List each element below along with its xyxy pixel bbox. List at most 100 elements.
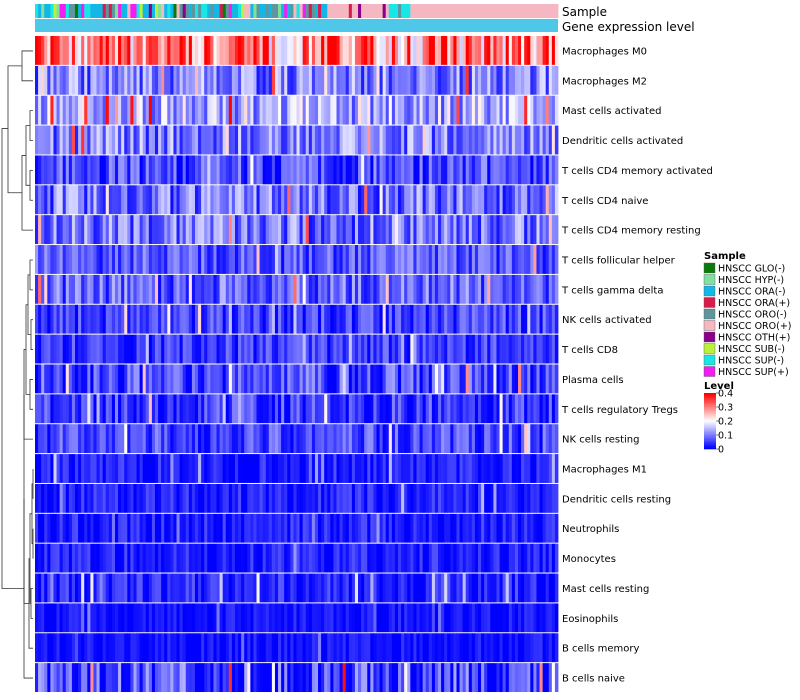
heatmap-cell	[318, 155, 322, 185]
heatmap-cell	[361, 454, 365, 483]
heatmap-cell	[333, 424, 337, 454]
heatmap-cell	[290, 633, 294, 663]
heatmap-cell	[68, 633, 73, 663]
sample-annotation-cell	[170, 4, 174, 18]
heatmap-cell	[302, 274, 307, 304]
sample-annotation-cell	[308, 4, 313, 18]
heatmap-cell	[508, 334, 513, 364]
heatmap-cell	[456, 513, 460, 543]
heatmap-cell	[99, 394, 104, 424]
heatmap-cell	[90, 304, 94, 334]
heatmap-cell	[496, 155, 500, 185]
heatmap-cell	[434, 603, 439, 633]
heatmap-cell	[38, 215, 42, 245]
heatmap-cell	[545, 185, 550, 215]
heatmap-cell	[508, 394, 513, 424]
heatmap-cell	[305, 483, 310, 513]
sample-annotation-cell	[161, 4, 165, 18]
heatmap-cell	[302, 513, 307, 543]
heatmap-cell	[182, 36, 187, 65]
heatmap-cell	[434, 663, 439, 692]
heatmap-cell	[542, 65, 547, 95]
heatmap-cell	[118, 603, 122, 633]
heatmap-cell	[38, 633, 42, 663]
heatmap-cell	[222, 454, 227, 483]
heatmap-cell	[130, 633, 134, 663]
heatmap-cell	[521, 334, 525, 364]
heatmap-cell	[358, 633, 362, 663]
heatmap-cell	[545, 394, 550, 424]
heatmap-cell	[487, 454, 491, 483]
heatmap-cell	[173, 663, 177, 692]
heatmap-cell	[471, 215, 476, 245]
heatmap-cell	[398, 663, 402, 692]
heatmap-cell	[105, 424, 110, 454]
heatmap-cell	[271, 454, 276, 483]
heatmap-cell	[542, 125, 547, 155]
heatmap-cell	[182, 215, 187, 245]
sample-annotation-cell	[305, 4, 310, 18]
heatmap-cell	[278, 304, 282, 334]
heatmap-cell	[321, 573, 325, 603]
heatmap-cell	[441, 573, 445, 603]
heatmap-cell	[496, 424, 500, 454]
heatmap-cell	[354, 603, 359, 633]
heatmap-cell	[185, 304, 190, 334]
heatmap-cell	[481, 483, 485, 513]
heatmap-cell	[167, 185, 171, 215]
heatmap-cell	[50, 65, 54, 95]
heatmap-cell	[490, 633, 494, 663]
heatmap-cell	[281, 454, 285, 483]
heatmap-cell	[145, 633, 150, 663]
heatmap-cell	[256, 364, 260, 394]
heatmap-cell	[287, 663, 291, 692]
heatmap-cell	[179, 215, 184, 245]
heatmap-cell	[533, 663, 537, 692]
heatmap-cell	[453, 364, 457, 394]
heatmap-cell	[56, 543, 61, 573]
sample-annotation-cell	[422, 4, 427, 18]
heatmap-cell	[554, 663, 559, 692]
dendrogram-link	[23, 394, 29, 604]
heatmap-cell	[90, 633, 94, 663]
heatmap-cell	[284, 603, 288, 633]
heatmap-cell	[278, 424, 282, 454]
heatmap-cell	[459, 155, 464, 185]
heatmap-cell	[41, 543, 45, 573]
heatmap-cell	[93, 245, 97, 274]
sample-annotation-cell	[388, 4, 393, 18]
heatmap-cell	[41, 454, 45, 483]
heatmap-cell	[478, 513, 482, 543]
heatmap-cell	[188, 394, 193, 424]
heatmap-cell	[487, 573, 491, 603]
heatmap-cell	[311, 513, 316, 543]
level-colorbar-segment	[704, 414, 716, 416]
heatmap-cell	[358, 274, 362, 304]
heatmap-cell	[539, 125, 544, 155]
sample-annotation-cell	[416, 4, 420, 18]
sample-annotation-cell	[502, 4, 507, 18]
heatmap-cell	[468, 125, 473, 155]
heatmap-cell	[342, 155, 347, 185]
heatmap-cell	[287, 573, 291, 603]
heatmap-cell	[62, 663, 67, 692]
heatmap-cell	[293, 304, 297, 334]
heatmap-cell	[145, 155, 150, 185]
heatmap-cell	[136, 663, 140, 692]
level-colorbar-segment	[704, 422, 716, 425]
heatmap-cell	[474, 483, 479, 513]
heatmap-cell	[481, 304, 485, 334]
heatmap-cell	[373, 245, 377, 274]
sample-annotation-cell	[505, 4, 510, 18]
heatmap-cell	[364, 543, 368, 573]
heatmap-cell	[296, 483, 300, 513]
heatmap-cell	[385, 663, 390, 692]
heatmap-cell	[62, 424, 67, 454]
heatmap-cell	[167, 454, 171, 483]
heatmap-cell	[305, 424, 310, 454]
heatmap-cell	[391, 95, 396, 125]
heatmap-cell	[188, 215, 193, 245]
heatmap-cell	[533, 543, 537, 573]
heatmap-cell	[151, 603, 156, 633]
heatmap-cell	[71, 334, 76, 364]
